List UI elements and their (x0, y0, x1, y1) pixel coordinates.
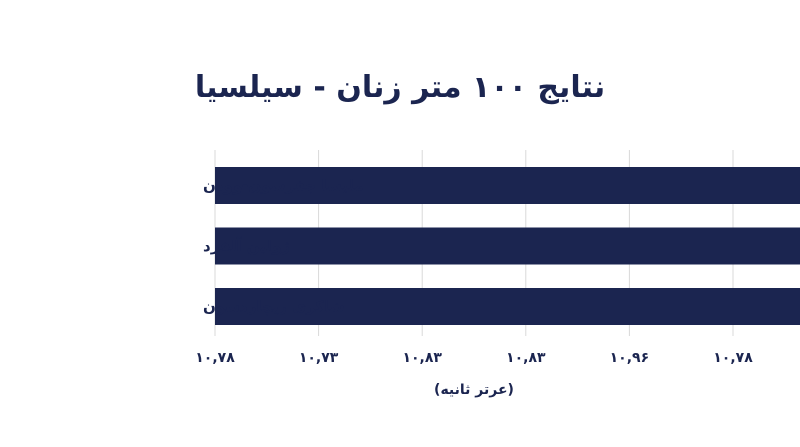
bar-layer (215, 167, 800, 325)
x-tick-label: ۱۰,۹۶ (610, 350, 650, 366)
bar-base-segment (215, 227, 800, 265)
category-label: ژولین آلفرد (203, 237, 290, 255)
x-tick-label: ۱۰,۷۳ (299, 350, 339, 366)
category-label: ملیسا جفرسون-وودن (203, 177, 364, 195)
x-tick-label: ۱۰,۸۳ (402, 350, 442, 366)
bar-base-segment (215, 288, 800, 325)
x-tick-label: ۱۰,۸۳ (506, 350, 546, 366)
axis-layer: ۱۰,۷۸ ۱۰,۷۳ ۱۰,۸۳ ۱۰,۸۳ ۱۰,۹۶ ۱۰,۷۸ (عرتر ثانی… (195, 350, 753, 398)
x-tick-label: ۱۰,۷۸ (195, 350, 235, 366)
label-layer: ملیسا جفرسون-وودن۱۰,۷۸ ثانیهژولین آلفرد۱… (203, 177, 364, 317)
bar-base-segment (215, 167, 800, 204)
x-axis-title: (عرتر ثانیه) (434, 382, 514, 398)
category-label: شاکری ریچاردسون (203, 298, 344, 317)
x-tick-label: ۱۰,۷۸ (713, 350, 753, 366)
chart-title: نتایج ۱۰۰ متر زنان - سیلسیا (194, 70, 606, 105)
